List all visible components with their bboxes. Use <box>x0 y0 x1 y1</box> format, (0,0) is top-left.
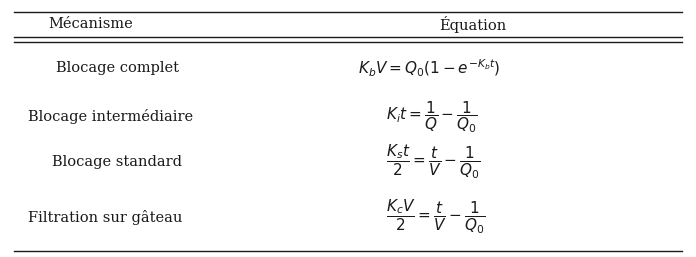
Text: $K_i t = \dfrac{1}{Q} - \dfrac{1}{Q_0}$: $K_i t = \dfrac{1}{Q} - \dfrac{1}{Q_0}$ <box>386 99 478 135</box>
Text: Blocage complet: Blocage complet <box>56 61 179 75</box>
Text: Blocage standard: Blocage standard <box>52 155 182 169</box>
Text: Filtration sur gâteau: Filtration sur gâteau <box>28 210 182 225</box>
Text: $\dfrac{K_c V}{2} = \dfrac{t}{V} - \dfrac{1}{Q_0}$: $\dfrac{K_c V}{2} = \dfrac{t}{V} - \dfra… <box>386 198 486 236</box>
Text: $K_b V = Q_0(1 - e^{-K_b t})$: $K_b V = Q_0(1 - e^{-K_b t})$ <box>358 58 500 79</box>
Text: Blocage intermédiaire: Blocage intermédiaire <box>28 109 193 124</box>
Text: $\dfrac{K_s t}{2} = \dfrac{t}{V} - \dfrac{1}{Q_0}$: $\dfrac{K_s t}{2} = \dfrac{t}{V} - \dfra… <box>386 143 481 181</box>
Text: Équation: Équation <box>440 16 507 33</box>
Text: Mécanisme: Mécanisme <box>48 17 133 31</box>
